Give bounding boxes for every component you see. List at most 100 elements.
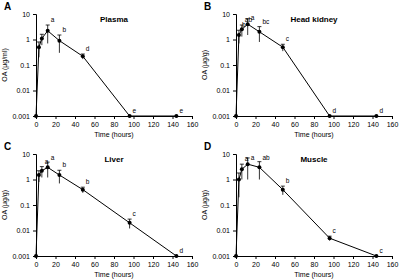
x-axis: 020406080100120140160 [235,116,399,128]
point-label: c [379,247,383,254]
error-bar-cap [257,26,261,27]
tick-mark [275,256,276,259]
tick-mark [233,14,236,15]
point-label: c [133,210,137,217]
tick-mark [233,65,236,66]
marker [81,54,85,58]
tick-label: 1 [226,176,230,183]
panel: 0204060801001201401600.0010.010.1110abde… [1,1,198,139]
tick: 120 [348,116,360,128]
point-label: a [245,155,249,162]
marker [234,114,238,118]
error-bar-line [259,27,260,42]
marker [237,33,241,37]
tick-mark [33,14,36,15]
tick-label: 0.01 [216,87,230,94]
y-axis-title: OA (μg/g) [201,50,209,80]
tick-label: 0 [35,261,39,268]
tick-label: 80 [111,261,119,268]
title: Muscle [300,155,328,164]
error-bar [328,236,332,240]
marks [234,158,378,258]
marker [57,39,61,43]
axis-line [33,15,37,117]
tick: 60 [91,116,99,128]
tick-label: 160 [187,121,199,128]
axis-line [33,155,37,257]
point-label: ab [262,154,270,161]
tick-mark [33,154,36,155]
marks [234,19,378,118]
point-label: e [133,107,137,114]
marker [240,167,244,171]
point-labels: aabbcd [45,154,184,254]
tick-label: 10 [222,151,230,158]
tick: 120 [148,256,160,268]
tick-label: 0 [35,121,39,128]
marks [34,162,178,258]
marker [174,114,178,118]
error-bar [281,44,285,51]
tick: 10 [222,151,236,158]
tick-label: 0.001 [212,253,230,260]
tick: 1 [26,36,36,43]
tick-label: 160 [387,261,399,268]
tick-mark [233,40,236,41]
tick: 0.1 [20,202,36,209]
error-bar [57,35,61,53]
tick-mark [233,154,236,155]
tick-mark [314,116,315,119]
error-bar [237,30,241,43]
marker [237,178,241,182]
tick: 80 [111,116,119,128]
error-bar-cap [81,187,85,188]
axis-line [237,257,393,260]
error-bar-cap [46,25,50,26]
line [236,24,376,116]
tick-label: 100 [128,261,140,268]
y-axis: 0.001 0.01 0.1 1 10 [212,151,236,260]
tick-mark [75,256,76,259]
tick-label: 60 [91,261,99,268]
tick: 20 [252,256,260,268]
panel: 0204060801001201401600.0010.010.1110aabb… [1,141,198,279]
marker [374,254,378,258]
error-bar-line [259,162,260,180]
x-axis: 020406080100120140160 [35,256,199,268]
error-bar-line [38,42,39,57]
tick-label: 0.01 [16,87,30,94]
x-axis: 020406080100120140160 [35,116,199,128]
tick-label: 0.1 [20,62,30,69]
tick: 0.1 [220,202,236,209]
tick: 60 [291,256,299,268]
tick-mark [256,116,257,119]
x-axis: 020406080100120140160 [235,256,399,268]
tick-mark [173,256,174,259]
tick-label: 0.01 [216,227,230,234]
error-bar [57,170,61,183]
marker [37,45,41,49]
tick-label: 80 [311,261,319,268]
marker [281,45,285,49]
point-labels: bababccdd [242,14,383,114]
tick-label: 140 [167,121,179,128]
tick-mark [256,256,257,259]
tick-label: 0.1 [20,202,30,209]
panel: 0204060801001201401600.0010.010.1110baba… [201,1,398,139]
tick-mark [392,116,393,119]
tick-label: 10 [22,151,30,158]
marker [257,30,261,34]
error-bar-cap [57,170,61,171]
tick-mark [392,256,393,259]
tick-label: 20 [52,261,60,268]
error-bar [128,219,132,228]
error-bar-line [59,35,60,53]
title: Liver [104,155,123,164]
panel-label: A [4,1,11,12]
point-label: d [333,107,337,114]
line [236,164,376,256]
error-bar-cap [40,166,44,167]
tick: 0.01 [216,227,236,234]
point-label: bc [262,18,270,25]
error-bar-cap [237,172,241,173]
